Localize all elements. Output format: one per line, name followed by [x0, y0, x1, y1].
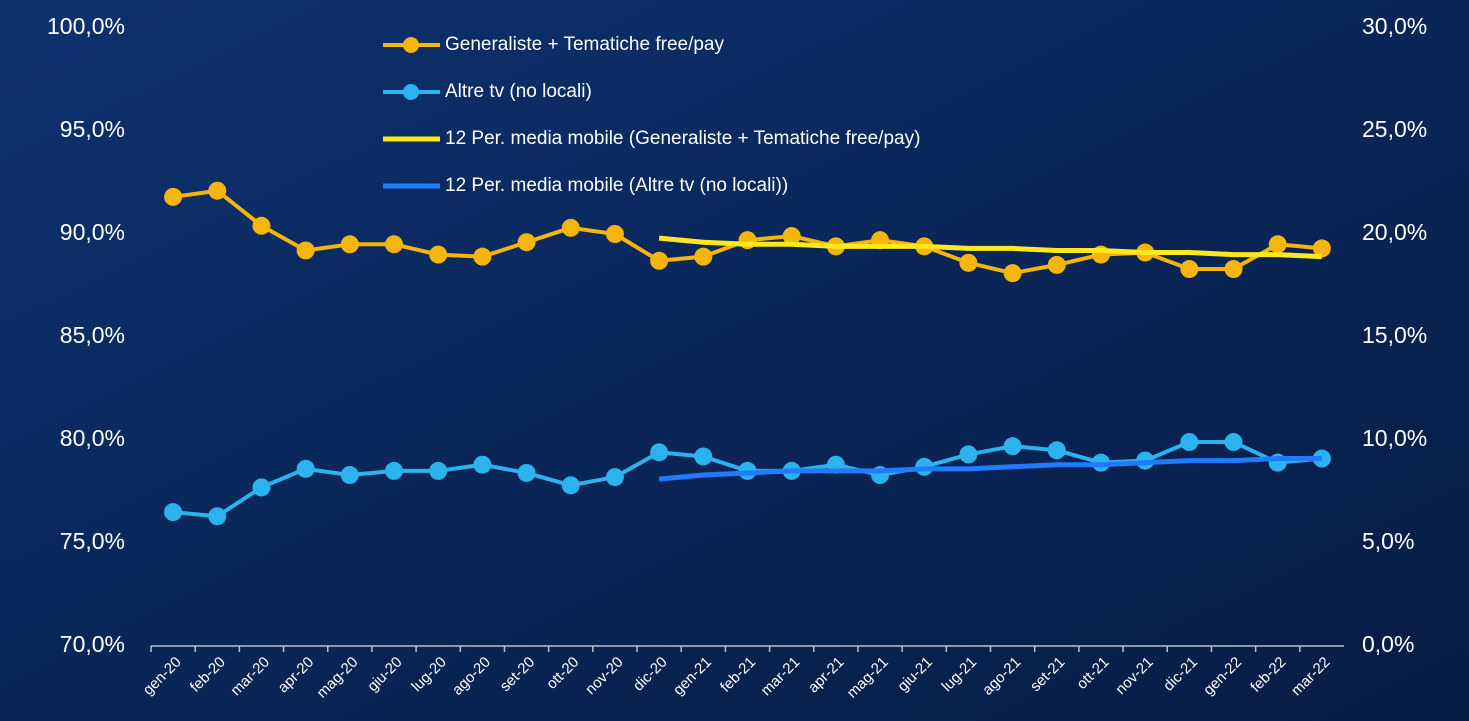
legend-marker — [403, 84, 419, 100]
data-point — [605, 468, 624, 487]
y-tick-label: 70,0% — [60, 631, 125, 657]
data-point — [782, 227, 801, 246]
data-point — [650, 443, 669, 462]
legend-label: 12 Per. media mobile (Generaliste + Tema… — [445, 128, 920, 149]
series-line — [658, 456, 1322, 482]
data-point — [164, 187, 183, 206]
data-point — [1312, 239, 1331, 258]
data-point — [296, 459, 315, 478]
data-point — [429, 461, 448, 480]
data-point — [694, 247, 713, 266]
data-point — [650, 251, 669, 270]
legend-label: Generaliste + Tematiche free/pay — [445, 34, 724, 55]
data-point — [1268, 235, 1287, 254]
data-point — [252, 478, 271, 497]
data-point — [1224, 260, 1243, 279]
data-point — [208, 181, 227, 200]
data-point — [1180, 433, 1199, 452]
y-tick-label: 75,0% — [60, 528, 125, 554]
data-point — [296, 241, 315, 260]
data-point — [561, 476, 580, 495]
legend-label: Altre tv (no locali) — [445, 81, 592, 102]
y2-tick-label: 20,0% — [1362, 219, 1427, 245]
y-tick-label: 90,0% — [60, 219, 125, 245]
data-point — [473, 455, 492, 474]
data-point — [385, 461, 404, 480]
y2-tick-label: 0,0% — [1362, 631, 1414, 657]
legend-marker — [403, 37, 419, 53]
y-tick-label: 95,0% — [60, 116, 125, 142]
y2-tick-label: 25,0% — [1362, 116, 1427, 142]
data-point — [1003, 437, 1022, 456]
data-point — [517, 233, 536, 252]
series-line — [658, 235, 1323, 260]
data-point — [208, 507, 227, 526]
data-point — [252, 216, 271, 235]
data-point — [1003, 264, 1022, 283]
data-point — [385, 235, 404, 254]
y2-tick-label: 30,0% — [1362, 13, 1427, 39]
data-point — [561, 218, 580, 237]
y-tick-label: 100,0% — [47, 13, 125, 39]
data-point — [429, 245, 448, 264]
data-point — [473, 247, 492, 266]
data-point — [340, 235, 359, 254]
data-point — [605, 225, 624, 243]
y2-tick-label: 15,0% — [1362, 322, 1427, 348]
data-point — [959, 445, 978, 464]
data-point — [517, 463, 536, 482]
y2-tick-label: 10,0% — [1362, 425, 1427, 451]
data-point — [1047, 441, 1066, 460]
data-point — [1224, 433, 1243, 452]
y2-tick-label: 5,0% — [1362, 528, 1414, 554]
data-point — [1180, 260, 1199, 279]
data-point — [1047, 255, 1066, 274]
data-point — [164, 503, 183, 522]
legend-label: 12 Per. media mobile (Altre tv (no local… — [445, 175, 788, 196]
data-point — [694, 447, 713, 466]
data-point — [959, 253, 978, 272]
data-point — [340, 466, 359, 485]
y-tick-label: 85,0% — [60, 322, 125, 348]
y-tick-label: 80,0% — [60, 425, 125, 451]
